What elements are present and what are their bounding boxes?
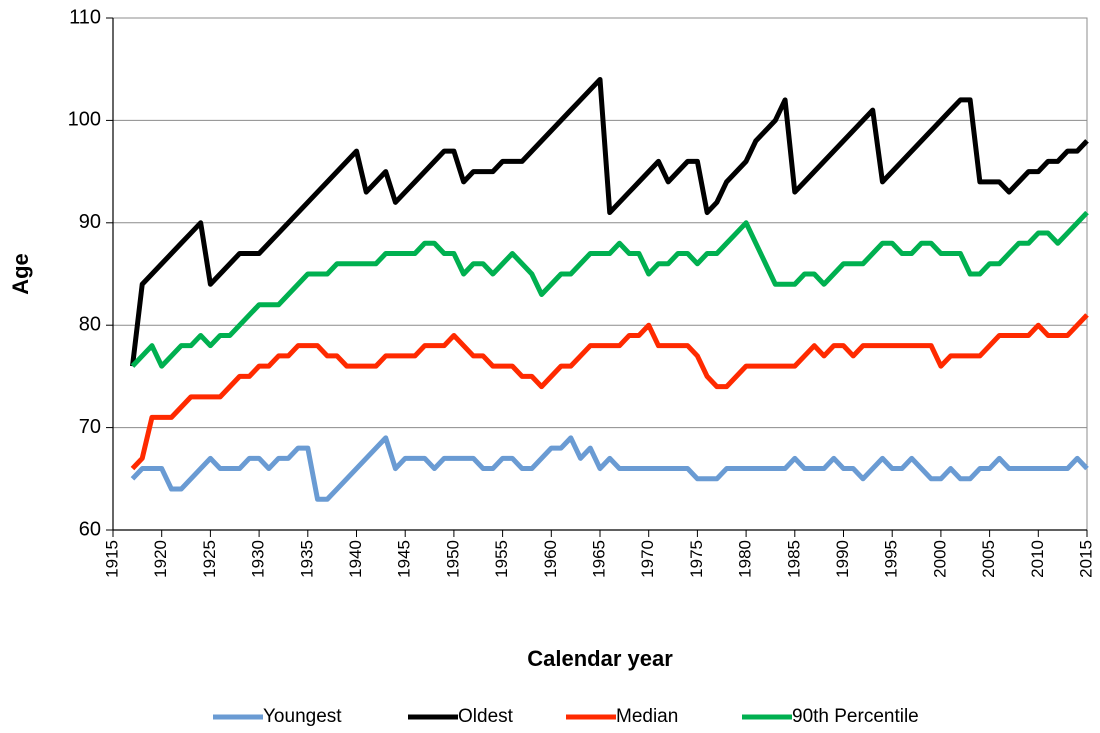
x-tick-label: 1915 bbox=[102, 540, 121, 578]
y-tick-label: 60 bbox=[79, 518, 101, 540]
x-tick-label: 1975 bbox=[687, 540, 706, 578]
x-tick-label: 1985 bbox=[784, 540, 803, 578]
y-tick-label: 70 bbox=[79, 416, 101, 438]
x-tick-label: 1945 bbox=[395, 540, 414, 578]
x-tick-label: 1925 bbox=[200, 540, 219, 578]
series-line bbox=[129, 76, 1089, 367]
legend-label: Youngest bbox=[263, 706, 342, 727]
y-tick-label: 80 bbox=[79, 313, 101, 335]
y-tick-label: 100 bbox=[68, 109, 101, 131]
y-axis-title: Age bbox=[8, 253, 33, 295]
x-tick-label: 1995 bbox=[882, 540, 901, 578]
y-tick-label: 110 bbox=[69, 6, 101, 28]
x-tick-label: 1990 bbox=[833, 540, 852, 578]
x-axis-title: Calendar year bbox=[527, 646, 673, 671]
x-tick-label: 1970 bbox=[638, 540, 657, 578]
x-tick-label: 1920 bbox=[151, 540, 170, 578]
x-tick-label: 1950 bbox=[443, 540, 462, 578]
series-line bbox=[130, 313, 1089, 471]
series-line bbox=[130, 210, 1089, 369]
x-tick-label: 1930 bbox=[249, 540, 268, 578]
x-tick-label: 2005 bbox=[979, 540, 998, 578]
x-tick-label: 2010 bbox=[1028, 540, 1047, 578]
series-line bbox=[130, 435, 1089, 502]
x-tick-label: 1965 bbox=[589, 540, 608, 578]
x-tick-label: 1955 bbox=[492, 540, 511, 578]
legend-label: 90th Percentile bbox=[792, 706, 919, 727]
x-tick-label: 1940 bbox=[346, 540, 365, 578]
x-tick-label: 1960 bbox=[541, 540, 560, 578]
legend-label: Median bbox=[616, 706, 678, 727]
x-tick-label: 2000 bbox=[930, 540, 949, 578]
x-tick-label: 1935 bbox=[297, 540, 316, 578]
x-tick-label: 2015 bbox=[1076, 540, 1095, 578]
x-tick-label: 1980 bbox=[736, 540, 755, 578]
y-tick-label: 90 bbox=[79, 211, 101, 233]
legend-label: Oldest bbox=[458, 706, 514, 727]
